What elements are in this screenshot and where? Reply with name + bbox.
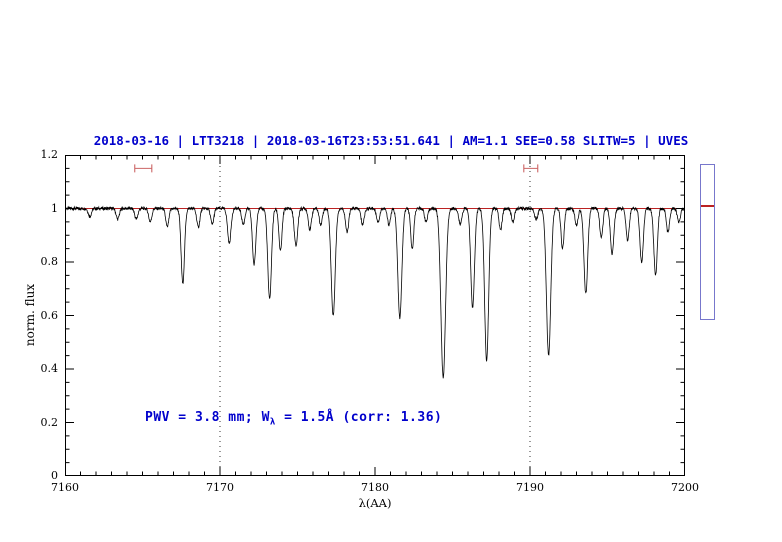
y-tick-label: 0.2 [40,415,59,429]
annotation-pwv: PWV = 3.8 mm; Wλ = 1.5Å (corr: 1.36) [145,410,442,428]
right-colorbar [700,164,715,320]
range-marker [523,164,539,173]
x-tick-label: 7190 [516,481,544,494]
y-tick-label: 1 [51,201,58,215]
spectrum-line [65,205,685,379]
annotation-prefix: PWV = 3.8 mm; W [145,410,270,425]
annotation-suffix: = 1.5Å (corr: 1.36) [275,410,443,425]
y-tick-label: 0.4 [40,362,59,375]
x-tick-label: 7200 [671,481,699,494]
plot-frame [65,155,685,476]
y-axis-label: norm. flux [23,283,37,347]
x-tick-label: 7170 [206,481,234,494]
x-tick-label: 7180 [361,481,389,494]
range-marker [134,164,153,173]
colorbar-red-line [701,205,714,207]
plot-area [65,155,685,476]
x-axis-label: λ(AA) [358,496,392,510]
y-tick-label: 1.2 [40,148,59,161]
plot-title: 2018-03-16 | LTT3218 | 2018-03-16T23:53:… [93,133,689,148]
y-tick-label: 0.8 [40,255,59,268]
y-tick-label: 0.6 [40,308,59,322]
x-tick-label: 7160 [51,481,79,494]
y-tick-label: 0 [51,469,58,482]
annotation-subscript: λ [269,417,276,428]
spectrum-svg [65,155,685,476]
